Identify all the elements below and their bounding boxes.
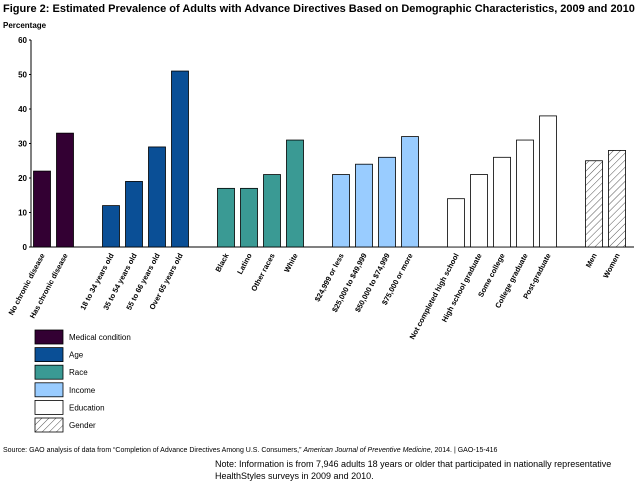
bar xyxy=(516,139,534,248)
bar xyxy=(125,181,143,248)
bar xyxy=(378,156,396,248)
bar xyxy=(286,139,304,248)
legend-swatch xyxy=(34,399,64,415)
bar xyxy=(608,149,626,248)
x-tick-label: Other races xyxy=(249,252,277,293)
legend-swatch xyxy=(34,347,64,363)
note: Note: Information is from 7,946 adults 1… xyxy=(215,459,611,469)
bar xyxy=(33,170,51,248)
bar xyxy=(148,146,166,248)
bar xyxy=(171,70,189,248)
y-axis-label: Percentage xyxy=(3,21,47,30)
y-tick-label: 60 xyxy=(18,36,27,45)
legend-label: Income xyxy=(69,386,96,395)
y-tick-label: 50 xyxy=(18,71,27,80)
bar xyxy=(539,115,557,248)
x-tick-label: Black xyxy=(213,251,231,274)
x-tick-label: Men xyxy=(584,251,599,269)
y-tick-label: 20 xyxy=(18,174,27,183)
note: HealthStyles surveys in 2009 and 2010. xyxy=(215,471,374,481)
y-tick-label: 0 xyxy=(23,243,28,252)
y-tick-label: 10 xyxy=(18,209,27,218)
bar xyxy=(355,163,373,248)
x-tick-label: Women xyxy=(601,251,622,279)
legend-label: Gender xyxy=(69,421,96,430)
bar xyxy=(240,187,258,248)
x-tick-label: White xyxy=(282,252,300,274)
legend-label: Age xyxy=(69,351,84,360)
source: Source: GAO analysis of data from “Compl… xyxy=(3,447,498,454)
bar xyxy=(263,174,281,248)
source-part: , 2014. | GAO-15-416 xyxy=(431,447,498,454)
bar xyxy=(401,136,419,248)
x-tick-label: Latino xyxy=(235,251,254,275)
bar xyxy=(217,187,235,248)
legend-swatch xyxy=(34,417,64,433)
legend-label: Education xyxy=(69,403,105,412)
chart-title: Figure 2: Estimated Prevalence of Adults… xyxy=(3,3,635,15)
bar xyxy=(470,174,488,248)
source-part: American Journal of Preventive Medicine xyxy=(302,447,430,454)
bar xyxy=(447,198,465,248)
bar xyxy=(102,205,120,248)
legend-label: Medical condition xyxy=(69,333,131,342)
legend-swatch xyxy=(34,364,64,380)
bar xyxy=(585,160,603,248)
legend-label: Race xyxy=(69,368,88,377)
source-part: Source: GAO analysis of data from “Compl… xyxy=(3,447,303,454)
legend-swatch xyxy=(34,329,64,345)
legend-swatch xyxy=(34,382,64,398)
y-tick-label: 40 xyxy=(18,105,27,114)
y-tick-label: 30 xyxy=(18,140,27,149)
bar xyxy=(493,156,511,248)
bar xyxy=(56,132,74,248)
bar xyxy=(332,174,350,248)
